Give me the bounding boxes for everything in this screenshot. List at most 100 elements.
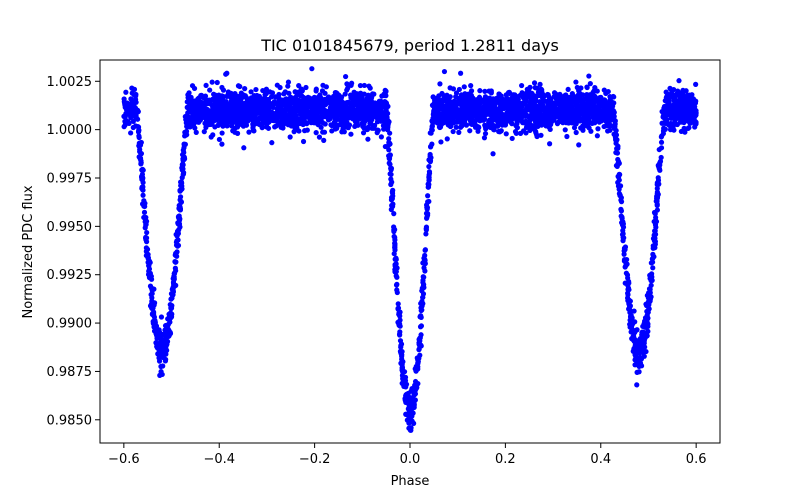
data-point [150,318,156,325]
data-point [532,85,538,91]
x-axis-label: Phase [391,474,430,489]
data-point [122,118,128,124]
data-point [300,138,307,145]
data-point [193,129,199,135]
data-point [232,129,238,135]
data-point [383,100,389,106]
data-point [153,323,159,329]
data-point [159,371,165,378]
data-point [350,95,356,101]
data-point [392,234,398,241]
data-point [514,120,520,127]
data-point [683,88,689,94]
data-point [149,305,155,311]
data-point [221,113,227,119]
data-point [411,397,417,403]
data-point [131,86,138,92]
data-point [393,263,399,270]
data-point [140,192,146,198]
data-point [631,308,637,314]
data-point [338,94,345,100]
data-point [173,250,179,256]
data-point [654,202,660,209]
data-point [461,84,467,90]
data-point [236,117,242,123]
data-point [517,108,523,114]
data-point [584,84,590,90]
data-point [626,278,632,285]
data-point [380,118,386,124]
data-point [316,134,323,140]
data-point [459,116,466,122]
data-point [230,93,236,100]
data-point [296,116,303,122]
data-point [342,91,348,97]
data-point [143,245,149,251]
data-point [398,360,404,366]
data-point [123,89,129,95]
data-point [276,95,282,101]
data-point [512,129,519,135]
data-point [533,132,540,138]
data-point [422,268,428,274]
data-point [291,129,297,135]
data-point [396,310,402,316]
data-point [441,107,447,113]
data-point [538,132,544,138]
data-point [488,121,494,127]
data-point [127,107,133,113]
data-point [612,118,618,124]
data-point [304,121,310,127]
data-point [573,115,579,121]
data-point [662,126,668,132]
data-point [658,134,664,140]
data-point [141,214,147,221]
data-point [227,117,234,124]
data-point [156,329,163,335]
data-point [221,94,227,100]
data-point [685,125,691,131]
data-point [643,317,650,323]
data-point [476,99,482,105]
data-point [539,87,545,93]
data-point [389,189,395,195]
data-point [201,129,207,135]
data-point [615,179,621,186]
data-point [490,151,496,157]
data-point [181,170,187,176]
data-point [225,110,232,116]
data-point [340,123,346,129]
data-point [650,255,656,261]
data-point [621,248,627,254]
data-point [413,368,419,374]
data-point [693,81,699,87]
data-point [397,329,403,335]
data-point [450,115,456,122]
data-point [246,129,252,135]
data-point [477,88,483,94]
data-point [365,136,371,142]
data-point [650,251,656,257]
data-point [292,114,298,120]
data-point [325,95,331,101]
data-point [496,115,502,121]
data-point [685,100,691,106]
data-point [571,125,578,131]
data-point [453,94,459,100]
data-point [619,221,626,227]
data-point [415,360,421,366]
data-point [428,143,434,150]
x-tick-label: 0.6 [686,452,707,467]
data-point [356,96,363,102]
data-point [246,98,252,104]
data-point [408,427,414,433]
data-point [392,245,398,251]
data-point [368,108,374,114]
data-point [426,163,432,170]
data-point [412,391,418,397]
data-point [401,383,407,389]
data-point [438,121,444,128]
data-point [301,110,308,117]
x-tick-label: 0.4 [590,452,611,467]
data-point [685,111,692,117]
